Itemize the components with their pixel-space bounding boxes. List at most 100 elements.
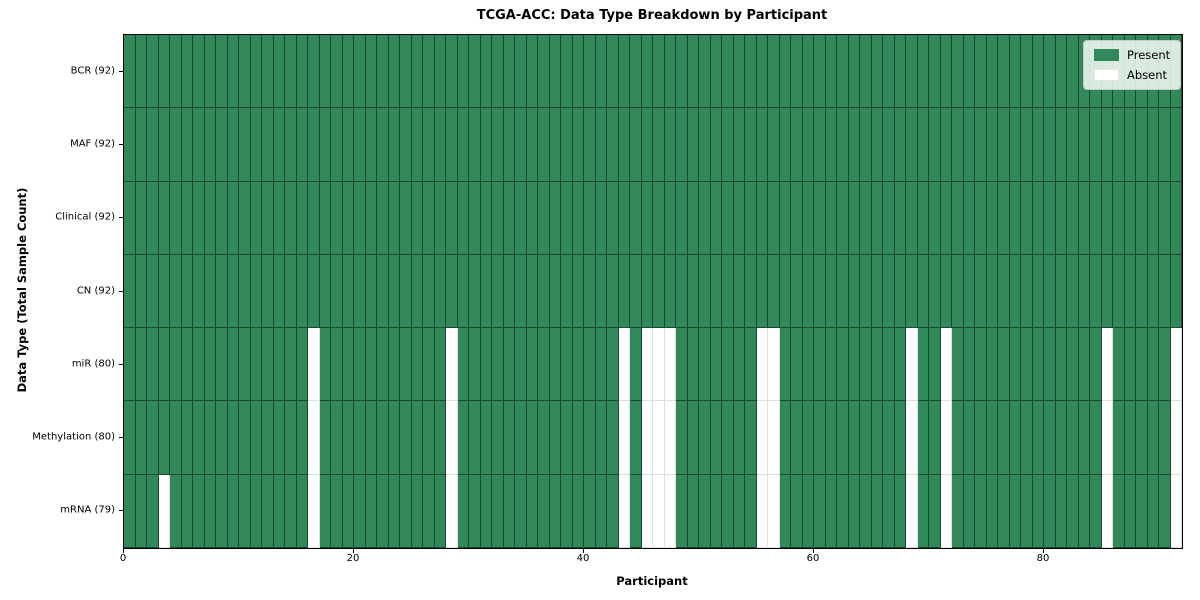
heatmap-cell: [733, 181, 745, 255]
heatmap-row-Clinical: [124, 181, 1182, 255]
heatmap-cell: [457, 328, 469, 402]
heatmap-cell: [572, 35, 584, 109]
heatmap-cell: [1044, 181, 1056, 255]
heatmap-cell: [952, 35, 964, 109]
heatmap-cell: [411, 35, 423, 109]
heatmap-cell: [331, 35, 343, 109]
heatmap-cell: [837, 181, 849, 255]
heatmap-cell: [273, 401, 285, 475]
heatmap-cell: [193, 254, 205, 329]
heatmap-cell: [1009, 181, 1021, 255]
heatmap-cell: [618, 35, 630, 109]
heatmap-cell: [779, 328, 791, 402]
heatmap-cell: [883, 35, 895, 109]
heatmap-cell: [1067, 35, 1079, 109]
heatmap-cell: [871, 181, 883, 255]
heatmap-cell: [1147, 254, 1159, 329]
heatmap-cell: [1078, 328, 1090, 402]
heatmap-cell: [998, 181, 1010, 255]
heatmap-cell: [1159, 108, 1171, 182]
heatmap-cell: [848, 401, 860, 475]
heatmap-cell: [204, 108, 216, 182]
x-tick-label-80: 80: [1036, 553, 1050, 564]
heatmap-cell: [193, 328, 205, 402]
heatmap-cell: [388, 181, 400, 255]
heatmap-cell: [630, 181, 642, 255]
heatmap-cell: [319, 254, 331, 329]
heatmap-cell: [434, 181, 446, 255]
heatmap-cell: [779, 254, 791, 329]
heatmap-cell: [1113, 401, 1125, 475]
heatmap-cell: [710, 181, 722, 255]
heatmap-cell: [848, 254, 860, 329]
heatmap-cell: [883, 108, 895, 182]
heatmap-cell: [1113, 474, 1125, 548]
heatmap-cell: [1009, 401, 1021, 475]
heatmap-cell: [768, 328, 780, 402]
heatmap-cell: [124, 254, 136, 329]
heatmap-cell: [630, 35, 642, 109]
heatmap-cell: [377, 35, 389, 109]
heatmap-cell: [699, 401, 711, 475]
heatmap-cell: [170, 35, 182, 109]
heatmap-cell: [273, 254, 285, 329]
heatmap-cell: [492, 328, 504, 402]
heatmap-cell: [147, 401, 159, 475]
heatmap-cell: [1136, 254, 1148, 329]
heatmap-cell: [158, 108, 170, 182]
heatmap-cell: [699, 474, 711, 548]
heatmap-cell: [848, 328, 860, 402]
heatmap-cell: [630, 474, 642, 548]
heatmap-cell: [975, 401, 987, 475]
heatmap-cell: [285, 474, 297, 548]
heatmap-cell: [515, 401, 527, 475]
plot-area: Present Absent: [123, 34, 1183, 549]
heatmap-cell: [929, 181, 941, 255]
heatmap-cell: [1044, 474, 1056, 548]
heatmap-cell: [607, 254, 619, 329]
heatmap-cell: [434, 254, 446, 329]
heatmap-cell: [917, 35, 929, 109]
heatmap-cell: [308, 254, 320, 329]
y-tick-mark: [119, 363, 123, 365]
heatmap-cell: [204, 181, 216, 255]
heatmap-cell: [1044, 35, 1056, 109]
heatmap-cell: [607, 474, 619, 548]
heatmap-cell: [204, 254, 216, 329]
heatmap-cell: [365, 181, 377, 255]
heatmap-cell: [917, 474, 929, 548]
heatmap-cell: [584, 35, 596, 109]
heatmap-cell: [1067, 254, 1079, 329]
heatmap-cell: [825, 181, 837, 255]
heatmap-cell: [768, 108, 780, 182]
heatmap-cell: [377, 254, 389, 329]
heatmap-cell: [1090, 254, 1102, 329]
heatmap-cell: [135, 474, 147, 548]
heatmap-cell: [733, 108, 745, 182]
heatmap-cell: [699, 108, 711, 182]
heatmap-cell: [549, 328, 561, 402]
heatmap-cell: [1136, 108, 1148, 182]
heatmap-cell: [423, 181, 435, 255]
heatmap-cell: [400, 474, 412, 548]
heatmap-cell: [1032, 108, 1044, 182]
heatmap-cell: [1159, 181, 1171, 255]
heatmap-cell: [756, 35, 768, 109]
heatmap-cell: [883, 401, 895, 475]
heatmap-cell: [400, 35, 412, 109]
heatmap-cell: [492, 254, 504, 329]
heatmap-cell: [354, 35, 366, 109]
heatmap-cell: [986, 35, 998, 109]
heatmap-cell: [894, 35, 906, 109]
heatmap-cell: [664, 35, 676, 109]
heatmap-cell: [526, 401, 538, 475]
heatmap-cell: [986, 328, 998, 402]
heatmap-cell: [1090, 401, 1102, 475]
heatmap-cell: [722, 108, 734, 182]
heatmap-cell: [871, 108, 883, 182]
heatmap-cell: [411, 254, 423, 329]
heatmap-cell: [1044, 328, 1056, 402]
heatmap-cell: [296, 328, 308, 402]
heatmap-cell: [1009, 35, 1021, 109]
heatmap-cell: [791, 254, 803, 329]
